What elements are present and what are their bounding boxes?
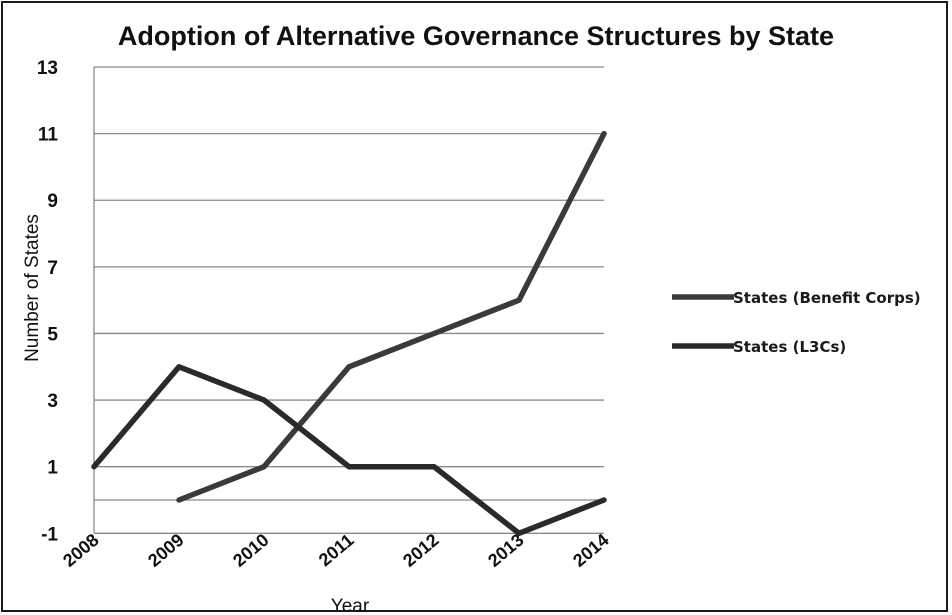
y-axis-ticks: 13 11 9 7 5 3 1 -1 (37, 58, 59, 545)
x-tick-label: 2010 (229, 530, 273, 571)
x-tick-label: 2013 (484, 530, 528, 571)
x-tick-label: 2014 (569, 530, 613, 571)
legend-label: States (Benefit Corps) (733, 289, 921, 307)
x-tick-label: 2009 (144, 530, 188, 571)
x-axis-ticks: 2008 2009 2010 2011 2012 2013 2014 (59, 530, 613, 571)
y-axis-label: Number of States (22, 214, 43, 362)
x-tick-label: 2008 (59, 530, 103, 571)
series-line-0 (176, 130, 607, 503)
y-tick-label: 3 (47, 391, 58, 412)
y-tick-label: 1 (47, 458, 58, 479)
x-axis-label: Year (331, 596, 370, 615)
legend-label: States (L3Cs) (733, 338, 846, 356)
series-line-1 (91, 364, 607, 537)
x-tick-label: 2012 (399, 530, 443, 571)
series-lines (91, 130, 607, 537)
y-tick-label: 11 (38, 125, 59, 146)
y-tick-label: 13 (37, 58, 58, 79)
y-tick-label: 9 (47, 191, 58, 212)
y-tick-label: -1 (41, 524, 58, 545)
legend: States (Benefit Corps) States (L3Cs) (672, 289, 921, 356)
y-tick-label: 7 (47, 258, 58, 279)
x-tick-label: 2011 (315, 530, 358, 570)
chart-title: Adoption of Alternative Governance Struc… (118, 21, 834, 51)
y-tick-label: 5 (47, 324, 58, 345)
